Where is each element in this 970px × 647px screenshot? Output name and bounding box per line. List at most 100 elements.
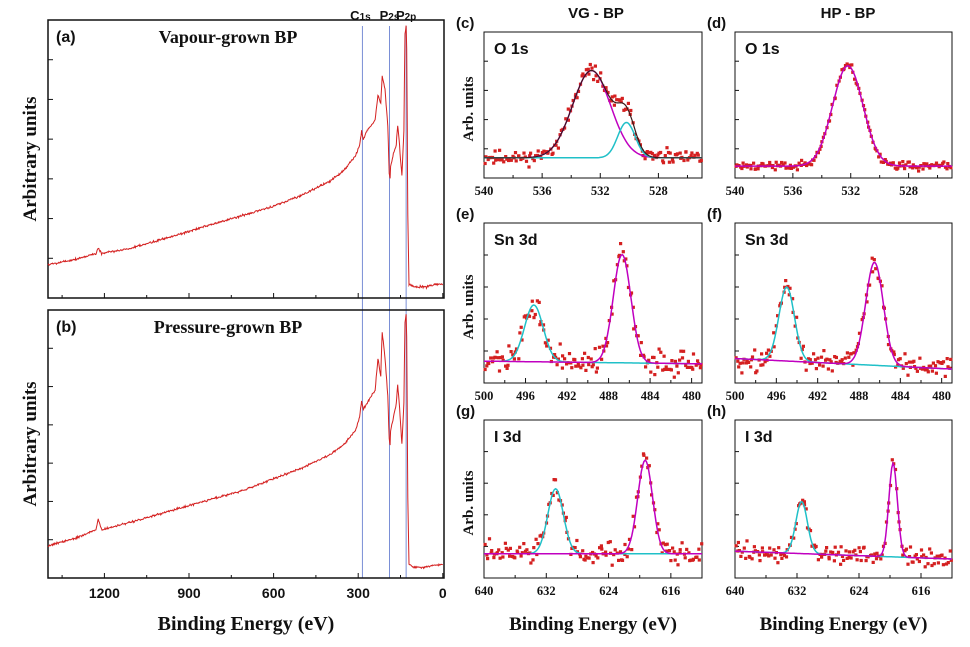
data-point — [797, 161, 801, 165]
data-point — [592, 78, 596, 82]
data-point — [917, 169, 921, 173]
data-point — [487, 537, 492, 541]
data-point — [647, 358, 651, 362]
data-point — [551, 151, 555, 155]
data-point — [596, 79, 600, 83]
data-point — [929, 551, 933, 555]
data-point — [560, 366, 564, 370]
data-point — [929, 364, 933, 368]
x-tick-label: 496 — [516, 389, 535, 403]
data-point — [874, 557, 879, 561]
data-point — [931, 361, 935, 365]
data-point — [756, 167, 760, 171]
data-point — [897, 161, 902, 165]
data-point — [665, 542, 669, 546]
data-point — [671, 160, 675, 164]
data-point — [612, 553, 616, 557]
data-point — [699, 363, 703, 367]
x-tick-label: 532 — [841, 184, 860, 198]
data-point — [860, 318, 864, 322]
data-point — [519, 554, 523, 558]
data-point — [935, 554, 939, 558]
data-point — [847, 550, 851, 554]
data-point — [690, 151, 694, 155]
y-axis-label: Arbitrary units — [20, 381, 41, 506]
data-point — [918, 356, 922, 360]
data-point — [922, 162, 926, 166]
data-point — [829, 360, 833, 364]
data-point — [657, 347, 661, 351]
data-point — [613, 548, 617, 552]
data-point — [504, 155, 508, 159]
data-point — [792, 536, 796, 540]
x-tick-label: 528 — [649, 184, 668, 198]
data-point — [892, 350, 896, 354]
data-point — [765, 351, 769, 355]
data-point — [917, 165, 921, 169]
data-point — [529, 151, 533, 155]
panel-frame — [734, 31, 953, 179]
data-point — [879, 160, 883, 164]
data-point — [763, 553, 767, 557]
x-axis-label: Binding Energy (eV) — [509, 614, 677, 635]
data-point — [678, 358, 682, 362]
data-point — [653, 373, 657, 377]
data-point — [583, 558, 587, 562]
data-point — [619, 100, 623, 104]
data-point — [586, 355, 590, 360]
data-point — [600, 547, 604, 551]
data-point — [744, 163, 749, 167]
x-tick-label: 488 — [850, 389, 869, 403]
data-point — [599, 71, 603, 75]
data-point — [639, 353, 643, 357]
data-point — [661, 161, 666, 165]
column-title-vg: VG - BP — [568, 5, 624, 22]
panels: (a) Vapour-grown BP Arbitrary units 1200 900… — [20, 15, 953, 635]
data-point — [742, 546, 746, 550]
data-point — [786, 284, 790, 289]
data-point — [810, 361, 814, 365]
data-point — [580, 74, 584, 78]
data-point — [901, 366, 905, 370]
data-point — [610, 563, 614, 567]
data-point — [679, 349, 683, 353]
data-point — [518, 331, 522, 335]
data-point — [819, 355, 824, 359]
data-point — [781, 163, 785, 167]
data-point — [498, 158, 502, 162]
data-point — [783, 285, 787, 289]
data-point — [925, 367, 929, 371]
data-point — [892, 352, 896, 357]
data-point — [898, 357, 902, 361]
data-point — [678, 548, 682, 552]
data-point — [686, 359, 690, 363]
data-point — [664, 365, 668, 369]
data-point — [671, 546, 675, 550]
data-point — [590, 66, 594, 70]
data-point — [517, 357, 521, 361]
x-tick-label: 540 — [475, 184, 494, 198]
data-point — [587, 556, 591, 560]
data-point — [672, 375, 676, 379]
fit-component-peak_b — [484, 487, 702, 555]
column-title-hp: HP - BP — [821, 5, 876, 22]
data-point — [748, 555, 752, 559]
data-point — [665, 146, 669, 150]
data-point — [524, 159, 529, 163]
data-point — [675, 364, 679, 368]
data-point — [776, 314, 780, 318]
data-point — [553, 478, 558, 482]
data-point — [520, 551, 524, 555]
data-point — [545, 344, 549, 348]
data-point — [789, 535, 794, 539]
data-point — [745, 358, 749, 362]
data-point — [691, 557, 695, 561]
data-point — [750, 355, 755, 359]
data-point — [888, 161, 893, 165]
panel-frame — [483, 222, 703, 384]
data-point — [575, 538, 579, 543]
data-point — [874, 267, 878, 271]
data-point — [816, 356, 820, 360]
data-point — [556, 146, 560, 150]
data-point — [799, 356, 803, 360]
